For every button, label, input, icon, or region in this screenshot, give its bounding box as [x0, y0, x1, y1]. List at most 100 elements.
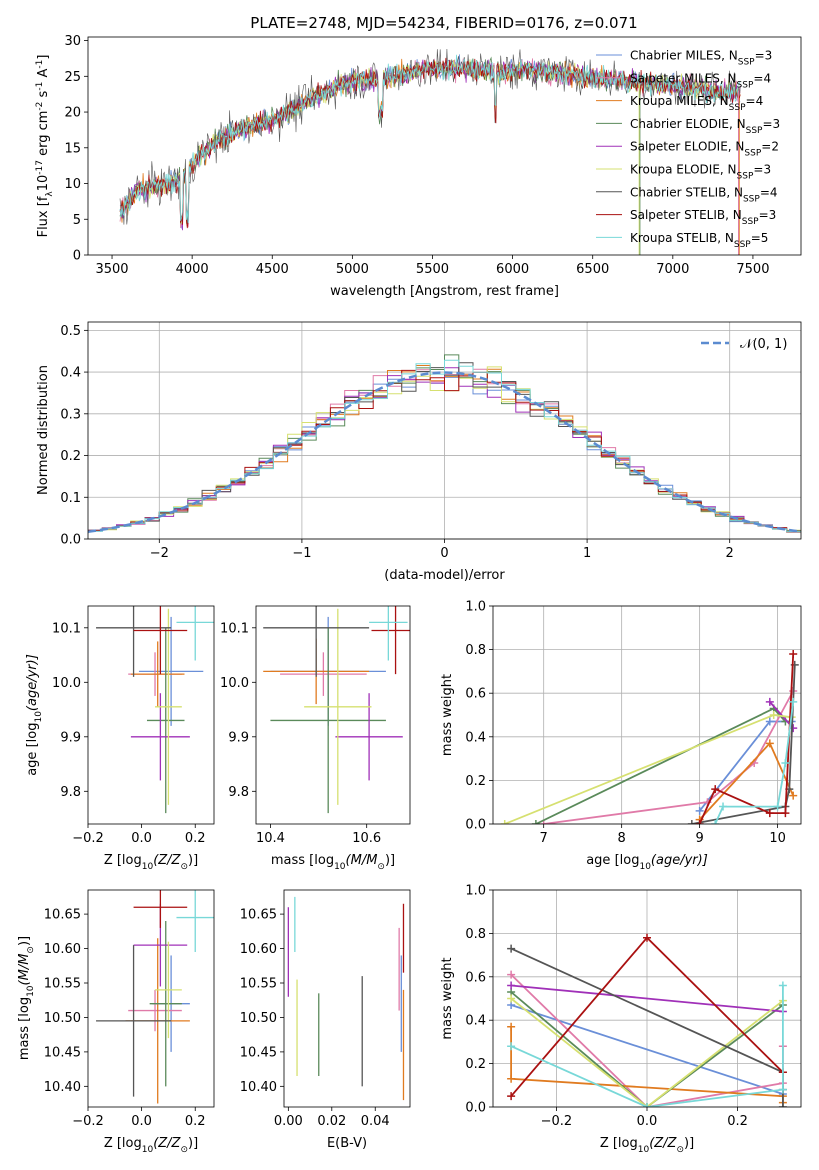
x-tick-label: 8 [618, 831, 626, 846]
mass-vs-ebv-panel: 0.00 0.02 0.04 10.40 10.45 10.50 10.55 10.60 10.… [240, 889, 411, 1151]
y-tick-label: 10 [64, 177, 81, 192]
mass-vs-metallicity-panel: −0.2 0.0 0.2 10.40 10.45 10.50 10.55 10.60 10.65… [17, 889, 215, 1155]
y-tick-label: 20 [64, 106, 81, 121]
legend-label: Salpeter MILES, NSSP=4 [630, 71, 771, 90]
legend-label: 𝒩(0, 1) [740, 337, 787, 352]
x-tick-label: 0.0 [637, 1114, 658, 1129]
weight-marker [778, 981, 787, 990]
spectrum-lines [119, 48, 741, 255]
x-tick-label: −2 [150, 546, 169, 561]
y-tick-label: 0.4 [465, 1014, 486, 1029]
weight-marker [643, 1103, 651, 1107]
weight-vs-metallicity-panel: −0.2 0.0 0.2 0.0 0.2 0.4 0.6 0.8 1.0 mass weight Z… [440, 884, 802, 1155]
y-axis-label: Flux [fλ10-17 erg cm-2 s-1 A-1] [35, 55, 55, 238]
x-tick-label: 10 [769, 831, 786, 846]
weight-marker [500, 820, 509, 824]
x-tick-label: 0.0 [131, 1114, 152, 1129]
weight-marker [778, 1085, 787, 1094]
legend-label: Chabrier STELIB, NSSP=4 [630, 185, 778, 204]
y-tick-label: 9.8 [228, 785, 249, 800]
y-tick-label: 9.9 [60, 730, 81, 745]
normal-curve [88, 371, 801, 533]
axes-frame [492, 605, 802, 825]
x-tick-label: 2 [726, 546, 734, 561]
y-tick-label: 0.4 [60, 366, 81, 381]
age-vs-mass-panel: 10.4 10.6 9.8 9.9 10.0 10.1 mass [log10(M/M⊙)] [220, 605, 411, 872]
x-tick-label: 7500 [736, 262, 769, 277]
y-tick-label: 25 [64, 70, 81, 85]
weight-marker [789, 791, 798, 800]
y-tick-label: 10.0 [220, 676, 249, 691]
weight-marker [507, 1042, 516, 1051]
histogram-step [88, 359, 801, 534]
age-vs-metallicity-panel: −0.2 0.0 0.2 9.8 9.9 10.0 10.1 Z [log10(Z/Z⊙)] a… [25, 605, 215, 872]
x-tick-label: 4000 [176, 262, 209, 277]
weight-line [691, 664, 796, 824]
errorbars [263, 606, 410, 814]
y-tick-label: 10.50 [44, 1011, 81, 1026]
x-axis-label: Z [log10(Z/Z⊙)] [600, 1136, 694, 1155]
y-tick-label: 10.65 [240, 908, 277, 923]
weight-line [510, 985, 784, 1107]
y-tick-label: 1.0 [465, 884, 486, 899]
weight-marker [507, 1074, 516, 1083]
weight-marker [781, 809, 790, 818]
weight-marker [507, 1092, 516, 1101]
x-tick-label: −1 [292, 546, 311, 561]
y-tick-label: 0.1 [60, 491, 81, 506]
axes-frame [87, 321, 802, 540]
y-tick-label: 10.1 [52, 621, 81, 636]
axes-frame [255, 605, 411, 825]
weight-marker [643, 933, 651, 942]
y-tick-label: 0.2 [465, 774, 486, 789]
y-axis-label: age [log10(age/yr)] [25, 654, 44, 776]
y-tick-label: 0.0 [60, 533, 81, 548]
y-axis-label: mass [log10(M/M⊙)] [17, 936, 36, 1060]
weight-marker [773, 802, 782, 811]
y-tick-label: 10.0 [52, 676, 81, 691]
x-tick-label: 0.02 [317, 1114, 346, 1129]
weight-marker [711, 785, 720, 794]
errorbars [96, 890, 214, 1104]
y-tick-label: 10.45 [44, 1045, 81, 1060]
weight-lines [507, 933, 787, 1107]
y-tick-label: 10.55 [44, 977, 81, 992]
y-tick-label: 15 [64, 141, 81, 156]
y-tick-label: 10.40 [44, 1080, 81, 1095]
y-tick-label: 5 [73, 213, 81, 228]
y-tick-label: 30 [64, 34, 81, 49]
x-tick-label: 7000 [656, 262, 689, 277]
y-tick-label: 0.8 [465, 927, 486, 942]
x-tick-label: −0.2 [72, 831, 104, 846]
weight-marker [507, 970, 516, 979]
weight-marker [539, 820, 548, 824]
weight-marker [695, 820, 704, 824]
figure-title: PLATE=2748, MJD=54234, FIBERID=0176, z=0… [250, 14, 637, 32]
weight-line [511, 984, 783, 1013]
x-tick-label: −0.2 [541, 1114, 573, 1129]
x-tick-label: 6500 [576, 262, 609, 277]
x-tick-label: 10.4 [256, 831, 285, 846]
x-tick-label: 7 [540, 831, 548, 846]
residuals-panel: −2 −1 0 1 2 0.0 0.1 0.2 0.3 0.4 0.5 𝒩(0, 1) (data-mo… [36, 321, 802, 583]
y-tick-label: 10.65 [44, 908, 81, 923]
weight-marker [765, 717, 774, 726]
axes-frame [87, 605, 215, 825]
y-tick-label: 9.9 [228, 730, 249, 745]
x-axis-label: mass [log10(M/M⊙)] [271, 853, 395, 872]
errorbars [96, 606, 214, 814]
histogram-group [88, 354, 801, 534]
x-tick-label: 5000 [336, 262, 369, 277]
x-axis-label: wavelength [Angstrom, rest frame] [330, 284, 559, 299]
legend-label: Kroupa MILES, NSSP=4 [630, 94, 763, 113]
weight-marker [507, 981, 516, 990]
legend-label: Salpeter STELIB, NSSP=3 [630, 208, 776, 227]
weight-marker [765, 809, 774, 818]
weight-marker [687, 820, 696, 824]
y-tick-label: 0.6 [465, 970, 486, 985]
y-tick-label: 0.2 [465, 1057, 486, 1072]
y-tick-label: 0.8 [465, 643, 486, 658]
weight-marker [531, 820, 540, 824]
y-tick-label: 0 [73, 249, 81, 264]
x-tick-label: 6000 [496, 262, 529, 277]
